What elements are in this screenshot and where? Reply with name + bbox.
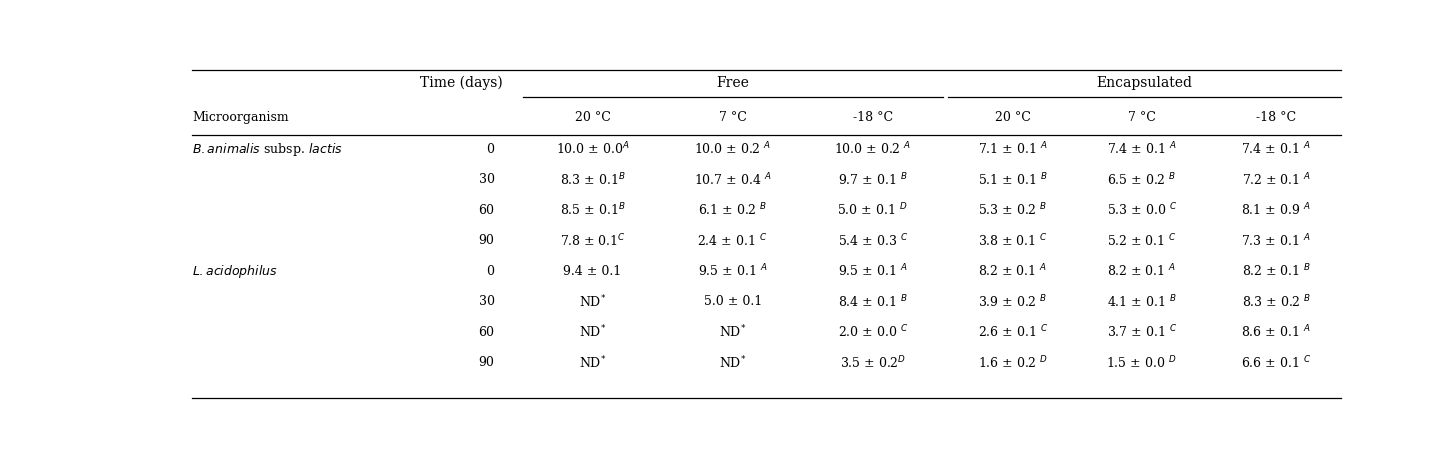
Text: 90: 90 bbox=[479, 356, 495, 369]
Text: 8.1 ± 0.9 $^{A}$: 8.1 ± 0.9 $^{A}$ bbox=[1241, 202, 1312, 218]
Text: 0: 0 bbox=[486, 265, 495, 278]
Text: 3.9 ± 0.2 $^{B}$: 3.9 ± 0.2 $^{B}$ bbox=[977, 293, 1047, 310]
Text: Time (days): Time (days) bbox=[419, 76, 502, 90]
Text: 30: 30 bbox=[479, 173, 495, 186]
Text: 7.3 ± 0.1 $^{A}$: 7.3 ± 0.1 $^{A}$ bbox=[1241, 233, 1312, 249]
Text: $\it{L. acidophilus}$: $\it{L. acidophilus}$ bbox=[192, 263, 278, 280]
Text: 5.1 ± 0.1 $^{B}$: 5.1 ± 0.1 $^{B}$ bbox=[977, 172, 1048, 188]
Text: 8.2 ± 0.1 $^{A}$: 8.2 ± 0.1 $^{A}$ bbox=[977, 263, 1047, 279]
Text: 8.2 ± 0.1 $^{B}$: 8.2 ± 0.1 $^{B}$ bbox=[1242, 263, 1312, 279]
Text: 20 °C: 20 °C bbox=[574, 111, 610, 124]
Text: -18 °C: -18 °C bbox=[853, 111, 892, 124]
Text: 8.3 ± 0.2 $^{B}$: 8.3 ± 0.2 $^{B}$ bbox=[1242, 293, 1312, 310]
Text: 7.4 ± 0.1 $^{A}$: 7.4 ± 0.1 $^{A}$ bbox=[1241, 141, 1312, 157]
Text: 9.4 ± 0.1: 9.4 ± 0.1 bbox=[564, 265, 622, 278]
Text: 8.5 ± 0.1$^{B}$: 8.5 ± 0.1$^{B}$ bbox=[560, 202, 626, 218]
Text: 60: 60 bbox=[479, 204, 495, 217]
Text: 6.6 ± 0.1 $^{C}$: 6.6 ± 0.1 $^{C}$ bbox=[1241, 354, 1312, 371]
Text: ND$^{*}$: ND$^{*}$ bbox=[578, 354, 606, 371]
Text: -18 °C: -18 °C bbox=[1257, 111, 1296, 124]
Text: Encapsulated: Encapsulated bbox=[1096, 76, 1193, 90]
Text: 6.1 ± 0.2 $^{B}$: 6.1 ± 0.2 $^{B}$ bbox=[698, 202, 768, 218]
Text: 7.8 ± 0.1$^{C}$: 7.8 ± 0.1$^{C}$ bbox=[560, 233, 626, 249]
Text: 5.3 ± 0.0 $^{C}$: 5.3 ± 0.0 $^{C}$ bbox=[1106, 202, 1177, 218]
Text: 7.1 ± 0.1 $^{A}$: 7.1 ± 0.1 $^{A}$ bbox=[977, 141, 1048, 157]
Text: 2.0 ± 0.0 $^{C}$: 2.0 ± 0.0 $^{C}$ bbox=[837, 324, 908, 340]
Text: ND$^{*}$: ND$^{*}$ bbox=[578, 324, 606, 340]
Text: 1.5 ± 0.0 $^{D}$: 1.5 ± 0.0 $^{D}$ bbox=[1106, 354, 1177, 371]
Text: 9.7 ± 0.1 $^{B}$: 9.7 ± 0.1 $^{B}$ bbox=[837, 172, 908, 188]
Text: 5.2 ± 0.1 $^{C}$: 5.2 ± 0.1 $^{C}$ bbox=[1106, 233, 1177, 249]
Text: Free: Free bbox=[716, 76, 749, 90]
Text: 9.5 ± 0.1 $^{A}$: 9.5 ± 0.1 $^{A}$ bbox=[698, 263, 768, 279]
Text: 10.0 ± 0.2 $^{A}$: 10.0 ± 0.2 $^{A}$ bbox=[834, 141, 911, 157]
Text: $\it{B. animalis}$ subsp. $\it{lactis}$: $\it{B. animalis}$ subsp. $\it{lactis}$ bbox=[192, 141, 343, 158]
Text: 4.1 ± 0.1 $^{B}$: 4.1 ± 0.1 $^{B}$ bbox=[1106, 293, 1177, 310]
Text: 2.6 ± 0.1 $^{C}$: 2.6 ± 0.1 $^{C}$ bbox=[977, 324, 1048, 340]
Text: 3.5 ± 0.2$^{D}$: 3.5 ± 0.2$^{D}$ bbox=[840, 354, 905, 371]
Text: ND$^{*}$: ND$^{*}$ bbox=[719, 324, 746, 340]
Text: 7 °C: 7 °C bbox=[1128, 111, 1155, 124]
Text: 90: 90 bbox=[479, 234, 495, 247]
Text: 2.4 ± 0.1 $^{C}$: 2.4 ± 0.1 $^{C}$ bbox=[697, 233, 768, 249]
Text: 6.5 ± 0.2 $^{B}$: 6.5 ± 0.2 $^{B}$ bbox=[1108, 172, 1177, 188]
Text: ND$^{*}$: ND$^{*}$ bbox=[578, 293, 606, 310]
Text: Microorganism: Microorganism bbox=[192, 111, 289, 124]
Text: 9.5 ± 0.1 $^{A}$: 9.5 ± 0.1 $^{A}$ bbox=[837, 263, 908, 279]
Text: 10.0 ± 0.0$^{A}$: 10.0 ± 0.0$^{A}$ bbox=[555, 141, 629, 157]
Text: 7.4 ± 0.1 $^{A}$: 7.4 ± 0.1 $^{A}$ bbox=[1106, 141, 1177, 157]
Text: 5.4 ± 0.3 $^{C}$: 5.4 ± 0.3 $^{C}$ bbox=[837, 233, 908, 249]
Text: 0: 0 bbox=[486, 143, 495, 156]
Text: 5.3 ± 0.2 $^{B}$: 5.3 ± 0.2 $^{B}$ bbox=[977, 202, 1047, 218]
Text: 10.7 ± 0.4 $^{A}$: 10.7 ± 0.4 $^{A}$ bbox=[694, 172, 772, 188]
Text: 60: 60 bbox=[479, 326, 495, 339]
Text: 3.7 ± 0.1 $^{C}$: 3.7 ± 0.1 $^{C}$ bbox=[1106, 324, 1177, 340]
Text: 5.0 ± 0.1: 5.0 ± 0.1 bbox=[704, 295, 762, 308]
Text: 1.6 ± 0.2 $^{D}$: 1.6 ± 0.2 $^{D}$ bbox=[977, 354, 1048, 371]
Text: 8.6 ± 0.1 $^{A}$: 8.6 ± 0.1 $^{A}$ bbox=[1241, 324, 1312, 340]
Text: 8.3 ± 0.1$^{B}$: 8.3 ± 0.1$^{B}$ bbox=[560, 172, 626, 188]
Text: 8.2 ± 0.1 $^{A}$: 8.2 ± 0.1 $^{A}$ bbox=[1108, 263, 1177, 279]
Text: 8.4 ± 0.1 $^{B}$: 8.4 ± 0.1 $^{B}$ bbox=[837, 293, 908, 310]
Text: 3.8 ± 0.1 $^{C}$: 3.8 ± 0.1 $^{C}$ bbox=[977, 233, 1048, 249]
Text: 20 °C: 20 °C bbox=[995, 111, 1031, 124]
Text: 5.0 ± 0.1 $^{D}$: 5.0 ± 0.1 $^{D}$ bbox=[837, 202, 908, 218]
Text: ND$^{*}$: ND$^{*}$ bbox=[719, 354, 746, 371]
Text: 7.2 ± 0.1 $^{A}$: 7.2 ± 0.1 $^{A}$ bbox=[1242, 172, 1312, 188]
Text: 30: 30 bbox=[479, 295, 495, 308]
Text: 7 °C: 7 °C bbox=[719, 111, 746, 124]
Text: 10.0 ± 0.2 $^{A}$: 10.0 ± 0.2 $^{A}$ bbox=[694, 141, 771, 157]
